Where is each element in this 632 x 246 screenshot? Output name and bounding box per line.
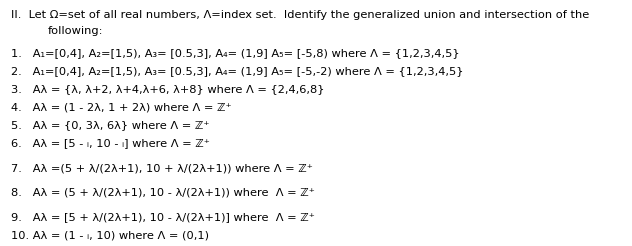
Text: 6.   Aλ = [5 - ᵢ, 10 - ᵢ] where Λ = ℤ⁺: 6. Aλ = [5 - ᵢ, 10 - ᵢ] where Λ = ℤ⁺ [11, 138, 210, 148]
Text: 1.   A₁=[0,4], A₂=[1,5), A₃= [0.5,3], A₄= (1,9] A₅= [-5,8) where Λ = {1,2,3,4,5}: 1. A₁=[0,4], A₂=[1,5), A₃= [0.5,3], A₄= … [11, 48, 460, 59]
Text: 7.   Aλ =(5 + λ/(2λ+1), 10 + λ/(2λ+1)) where Λ = ℤ⁺: 7. Aλ =(5 + λ/(2λ+1), 10 + λ/(2λ+1)) whe… [11, 163, 313, 173]
Text: 9.   Aλ = [5 + λ/(2λ+1), 10 - λ/(2λ+1)] where  Λ = ℤ⁺: 9. Aλ = [5 + λ/(2λ+1), 10 - λ/(2λ+1)] wh… [11, 213, 315, 223]
Text: 10. Aλ = (1 - ᵢ, 10) where Λ = (0,1): 10. Aλ = (1 - ᵢ, 10) where Λ = (0,1) [11, 231, 209, 241]
Text: 8.   Aλ = (5 + λ/(2λ+1), 10 - λ/(2λ+1)) where  Λ = ℤ⁺: 8. Aλ = (5 + λ/(2λ+1), 10 - λ/(2λ+1)) wh… [11, 188, 315, 198]
Text: following:: following: [48, 26, 104, 36]
Text: 4.   Aλ = (1 - 2λ, 1 + 2λ) where Λ = ℤ⁺: 4. Aλ = (1 - 2λ, 1 + 2λ) where Λ = ℤ⁺ [11, 102, 232, 112]
Text: 3.   Aλ = {λ, λ+2, λ+4,λ+6, λ+8} where Λ = {2,4,6,8}: 3. Aλ = {λ, λ+2, λ+4,λ+6, λ+8} where Λ =… [11, 84, 325, 94]
Text: II.  Let Ω=set of all real numbers, Λ=index set.  Identify the generalized union: II. Let Ω=set of all real numbers, Λ=ind… [11, 10, 590, 20]
Text: 5.   Aλ = {0, 3λ, 6λ} where Λ = ℤ⁺: 5. Aλ = {0, 3λ, 6λ} where Λ = ℤ⁺ [11, 120, 210, 130]
Text: 2.   A₁=[0,4], A₂=[1,5), A₃= [0.5,3], A₄= (1,9] A₅= [-5,-2) where Λ = {1,2,3,4,5: 2. A₁=[0,4], A₂=[1,5), A₃= [0.5,3], A₄= … [11, 66, 464, 77]
